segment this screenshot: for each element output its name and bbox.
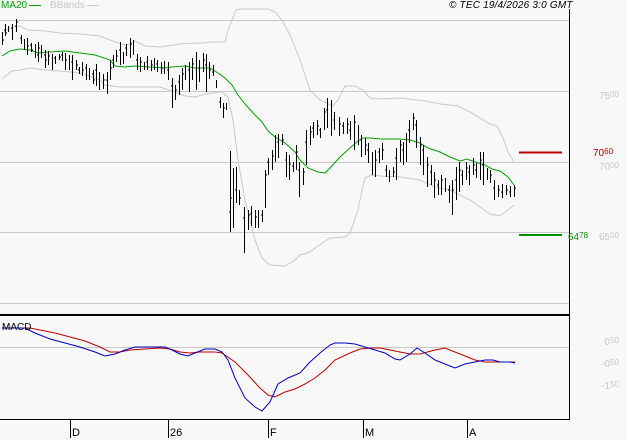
resistance-label-main: 70 bbox=[593, 148, 605, 159]
chart-frame bbox=[0, 9, 570, 420]
macd-y-label-neg1.50: -150 bbox=[569, 380, 619, 392]
ohlc-bars bbox=[2, 19, 516, 253]
y-label-sup: 50 bbox=[610, 358, 619, 367]
y-label-sup: 50 bbox=[610, 380, 619, 389]
bband-upper bbox=[1, 8, 515, 163]
macd-signal-line bbox=[2, 327, 515, 398]
macd-title: MACD bbox=[2, 322, 32, 333]
legend-ma20: MA20 bbox=[1, 0, 42, 11]
legend-bbands-label: BBands bbox=[49, 0, 85, 11]
resistance-label-sup: 60 bbox=[604, 147, 614, 156]
legend-bbands: BBands bbox=[50, 0, 99, 11]
y-label-7000: 7000 bbox=[569, 161, 619, 173]
y-label-7500: 7500 bbox=[569, 90, 619, 102]
legend-ma20-swatch bbox=[29, 4, 42, 6]
macd-y-label-neg0.50: -050 bbox=[569, 358, 619, 370]
x-label-26: 26 bbox=[170, 427, 183, 439]
y-label-sup: 00 bbox=[610, 90, 619, 99]
y-label-sup: 50 bbox=[610, 336, 619, 345]
y-label-main: -1 bbox=[601, 381, 611, 392]
macd-y-label-0.50: 050 bbox=[569, 336, 619, 348]
x-axis-ticks bbox=[70, 420, 468, 438]
x-label-f: F bbox=[270, 427, 277, 439]
x-label-a: A bbox=[469, 427, 477, 439]
legend-ma20-label: MA20 bbox=[1, 0, 28, 11]
support-label: 6478 bbox=[568, 231, 588, 243]
support-label-sup: 78 bbox=[579, 231, 589, 240]
copyright-timestamp: © TEC 19/4/2026 3:0 GMT bbox=[449, 0, 573, 11]
y-label-6500: 6500 bbox=[569, 231, 619, 243]
support-label-main: 64 bbox=[568, 232, 580, 243]
chart-legend: MA20 BBands bbox=[1, 0, 99, 11]
y-label-sup: 00 bbox=[610, 161, 619, 170]
y-label-main: -0 bbox=[601, 359, 611, 370]
legend-bbands-swatch bbox=[86, 4, 99, 6]
y-label-main: 0 bbox=[604, 337, 611, 348]
macd-line bbox=[2, 327, 516, 412]
y-label-sup: 00 bbox=[610, 231, 619, 240]
x-label-m: M bbox=[365, 427, 375, 439]
y-label-main: 65 bbox=[598, 232, 611, 243]
price-gridlines bbox=[0, 20, 569, 304]
y-label-main: 70 bbox=[598, 162, 611, 173]
y-label-main: 75 bbox=[598, 91, 611, 102]
x-label-d: D bbox=[72, 427, 80, 439]
resistance-label: 7060 bbox=[593, 147, 613, 159]
